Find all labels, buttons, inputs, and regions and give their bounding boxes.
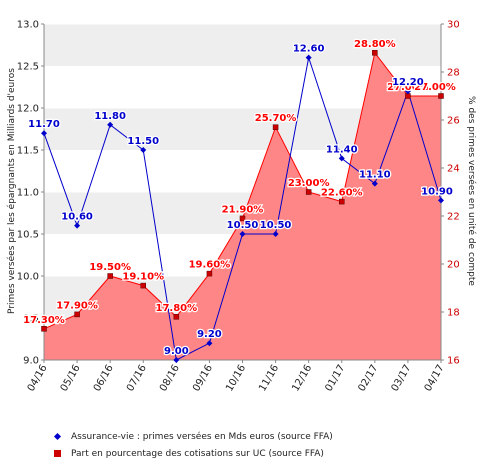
x-tick-label: 07/16 xyxy=(125,363,149,393)
data-label: 10.60 xyxy=(61,212,93,223)
primes-point xyxy=(338,155,345,162)
data-label: 27.00% xyxy=(414,82,456,93)
data-label: 10.50 xyxy=(227,220,259,231)
y-left-tick-label: 12.0 xyxy=(17,104,39,115)
y-right-tick-label: 18 xyxy=(447,308,460,319)
legend-item-primes: Assurance-vie : primes versées en Mds eu… xyxy=(53,428,333,445)
y-axis-right-label: % des primes versées en unité de compte xyxy=(466,96,477,286)
data-label: 11.70 xyxy=(28,119,60,130)
x-tick-label: 04/16 xyxy=(26,363,50,393)
y-left-tick-label: 11.5 xyxy=(17,146,39,157)
data-label: 12.20 xyxy=(392,77,424,88)
data-label: 11.80 xyxy=(94,111,126,122)
data-label: 23.00% xyxy=(288,178,330,189)
uc-point xyxy=(239,215,246,222)
y-left-tick-label: 12.5 xyxy=(17,62,39,73)
y-right-tick-label: 30 xyxy=(447,20,460,31)
data-label: 19.60% xyxy=(189,260,231,271)
uc-point xyxy=(305,189,312,195)
primes-point xyxy=(438,197,444,204)
uc-point xyxy=(107,273,113,279)
uc-point xyxy=(41,326,47,332)
data-label: 10.90 xyxy=(421,186,453,197)
area-layer xyxy=(44,52,441,361)
y-right-tick-label: 20 xyxy=(447,260,460,271)
x-tick-label: 11/16 xyxy=(257,363,281,393)
data-labels-layer: 17.30% 17.90% 19.50%19.10% 17.80% 19.60% 21.9… xyxy=(22,38,457,359)
data-label: 17.80% xyxy=(156,303,198,314)
data-label: 11.10 xyxy=(359,170,391,181)
x-tick-label: 01/17 xyxy=(323,363,347,393)
uc-point xyxy=(405,93,411,99)
y-right-tick-label: 24 xyxy=(447,164,460,175)
x-tick-label: 02/17 xyxy=(356,363,380,393)
legend: Assurance-vie : primes versées en Mds eu… xyxy=(53,428,333,462)
data-label: 22.60% xyxy=(321,188,363,199)
uc-point xyxy=(272,124,279,130)
data-label: 9.00 xyxy=(164,346,189,357)
primes-point xyxy=(404,88,411,95)
primes-point xyxy=(173,357,180,363)
x-tick-label: 05/16 xyxy=(59,363,83,393)
primes-point xyxy=(206,340,213,347)
y-right-tick-label: 28 xyxy=(447,68,460,79)
data-label: 11.40 xyxy=(326,144,358,155)
y-right-tick-label: 22 xyxy=(447,212,460,223)
y-left-tick-label: 9.5 xyxy=(23,314,39,325)
legend-marker-diamond-icon xyxy=(53,432,62,441)
uc-area xyxy=(44,52,441,361)
uc-point xyxy=(173,314,180,320)
primes-point xyxy=(140,147,147,153)
data-label: 21.90% xyxy=(222,204,264,215)
x-tick-label: 12/16 xyxy=(290,363,314,393)
x-tick-label: 06/16 xyxy=(92,363,116,393)
data-label: 12.60 xyxy=(293,44,325,55)
uc-point xyxy=(372,50,378,56)
data-label: 27.00% xyxy=(387,82,429,93)
data-label: 17.90% xyxy=(56,300,98,311)
y-left-tick-label: 13.0 xyxy=(17,20,39,31)
lines-layer xyxy=(41,50,444,363)
y-right-tick-label: 16 xyxy=(447,356,460,367)
uc-point xyxy=(206,270,213,277)
y-left-tick-label: 9.0 xyxy=(23,356,39,367)
x-tick-label: 10/16 xyxy=(224,363,248,393)
data-label: 9.20 xyxy=(197,329,222,340)
legend-label-uc: Part en pourcentage des cotisations sur … xyxy=(71,448,324,459)
primes-point xyxy=(371,180,378,187)
y-left-tick-label: 11.0 xyxy=(17,188,39,199)
y-left-tick-label: 10.0 xyxy=(17,272,39,283)
data-label: 28.80% xyxy=(354,39,396,50)
x-tick-label: 09/16 xyxy=(191,363,215,393)
data-label: 11.50 xyxy=(127,136,159,147)
x-tick-label: 08/16 xyxy=(158,363,182,393)
primes-point xyxy=(239,231,246,237)
uc-point xyxy=(438,93,444,99)
data-label: 10.50 xyxy=(260,220,292,231)
legend-label-primes: Assurance-vie : primes versées en Mds eu… xyxy=(71,431,333,442)
y-right-tick-label: 26 xyxy=(447,116,460,127)
y-axis-left-label: Primes versées par les épargnants en Mil… xyxy=(6,68,17,314)
primes-point xyxy=(107,121,114,128)
legend-item-uc: Part en pourcentage des cotisations sur … xyxy=(54,445,333,462)
uc-point xyxy=(74,311,80,318)
uc-point xyxy=(140,282,146,289)
y-left-tick-label: 10.5 xyxy=(17,230,39,241)
data-label: 19.10% xyxy=(122,272,164,283)
x-tick-label: 04/17 xyxy=(423,363,447,393)
primes-point xyxy=(74,222,81,229)
primes-point xyxy=(305,54,312,61)
data-label: 25.70% xyxy=(255,113,297,124)
uc-point xyxy=(339,198,345,205)
x-tick-label: 03/17 xyxy=(390,363,414,393)
primes-point xyxy=(272,231,279,237)
legend-marker-square-icon xyxy=(54,450,61,457)
data-label: 19.50% xyxy=(89,262,131,273)
primes-point xyxy=(41,130,47,137)
data-label: 17.30% xyxy=(23,315,65,326)
